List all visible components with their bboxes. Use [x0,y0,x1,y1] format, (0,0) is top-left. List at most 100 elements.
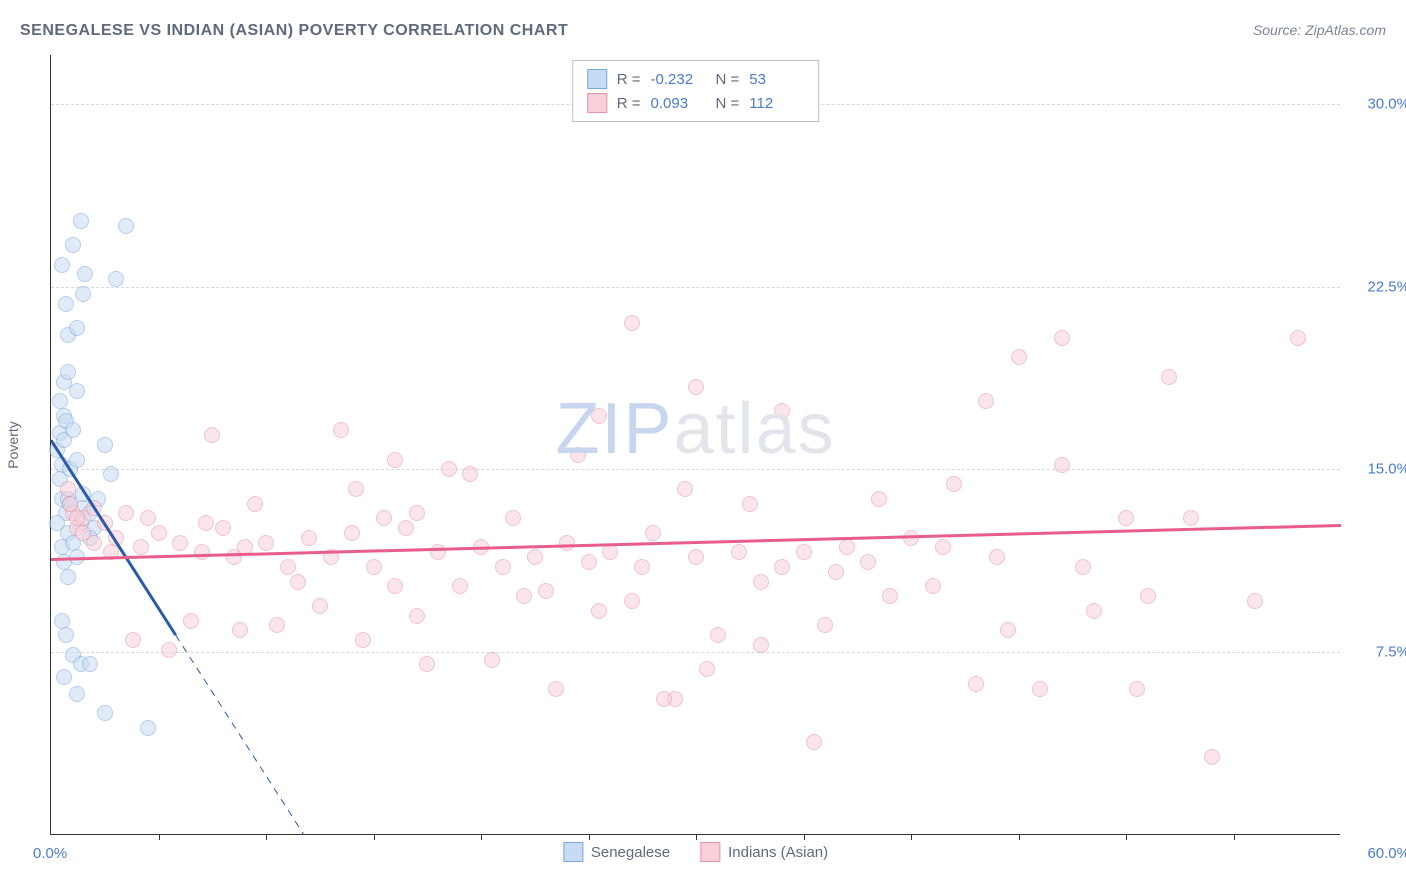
data-point-indians [591,408,607,424]
data-point-indians [161,642,177,658]
y-tick-label: 30.0% [1350,95,1406,112]
data-point-indians [323,549,339,565]
data-point-indians [645,525,661,541]
x-tick-mark [804,834,805,840]
trend-lines [51,55,1341,835]
data-point-senegalese [65,422,81,438]
data-point-indians [1290,330,1306,346]
data-point-indians [903,530,919,546]
data-point-indians [290,574,306,590]
data-point-senegalese [69,320,85,336]
data-point-indians [280,559,296,575]
data-point-indians [194,544,210,560]
data-point-indians [806,734,822,750]
x-tick-mark [1234,834,1235,840]
data-point-senegalese [56,669,72,685]
data-point-indians [172,535,188,551]
data-point-indians [688,379,704,395]
data-point-indians [75,525,91,541]
x-axis-origin: 0.0% [33,845,67,862]
y-tick-label: 7.5% [1350,644,1406,661]
data-point-indians [140,510,156,526]
data-point-indians [473,539,489,555]
data-point-indians [968,676,984,692]
data-point-indians [409,505,425,521]
data-point-indians [989,549,1005,565]
data-point-indians [312,598,328,614]
data-point-senegalese [103,466,119,482]
data-point-indians [204,427,220,443]
data-point-indians [559,535,575,551]
data-point-indians [1086,603,1102,619]
chart-title: SENEGALESE VS INDIAN (ASIAN) POVERTY COR… [20,22,568,40]
data-point-indians [634,559,650,575]
data-point-senegalese [108,271,124,287]
data-point-indians [97,515,113,531]
x-tick-mark [696,834,697,840]
data-point-indians [125,632,141,648]
data-point-indians [376,510,392,526]
data-point-indians [247,496,263,512]
data-point-indians [258,535,274,551]
data-point-senegalese [69,383,85,399]
data-point-indians [1204,749,1220,765]
data-point-indians [462,466,478,482]
data-point-indians [538,583,554,599]
data-point-indians [828,564,844,580]
data-point-senegalese [77,266,93,282]
data-point-indians [570,447,586,463]
data-point-senegalese [58,627,74,643]
data-point-indians [839,539,855,555]
data-point-indians [516,588,532,604]
data-point-indians [731,544,747,560]
data-point-indians [398,520,414,536]
data-point-indians [688,549,704,565]
data-point-indians [118,505,134,521]
data-point-indians [86,500,102,516]
data-point-indians [103,544,119,560]
data-point-senegalese [65,237,81,253]
data-point-indians [774,403,790,419]
data-point-indians [1054,457,1070,473]
data-point-indians [1075,559,1091,575]
data-point-indians [60,481,76,497]
y-tick-label: 15.0% [1350,461,1406,478]
data-point-indians [1032,681,1048,697]
data-point-indians [1129,681,1145,697]
x-tick-mark [911,834,912,840]
data-point-indians [366,559,382,575]
watermark: ZIPatlas [555,388,835,470]
data-point-indians [860,554,876,570]
legend-row-indians: R = 0.093 N = 112 [587,91,805,115]
data-point-indians [548,681,564,697]
data-point-indians [344,525,360,541]
data-point-indians [151,525,167,541]
data-point-indians [1183,510,1199,526]
data-point-indians [882,588,898,604]
data-point-indians [505,510,521,526]
data-point-senegalese [69,549,85,565]
data-point-indians [452,578,468,594]
x-tick-mark [266,834,267,840]
data-point-indians [581,554,597,570]
data-point-senegalese [118,218,134,234]
data-point-senegalese [60,364,76,380]
y-tick-label: 22.5% [1350,278,1406,295]
data-point-indians [624,315,640,331]
data-point-indians [774,559,790,575]
data-point-indians [198,515,214,531]
swatch-indians [587,93,607,113]
data-point-indians [1011,349,1027,365]
data-point-indians [742,496,758,512]
data-point-indians [527,549,543,565]
data-point-indians [495,559,511,575]
legend-item-senegalese: Senegalese [563,842,670,862]
data-point-indians [1161,369,1177,385]
legend-item-indians: Indians (Asian) [700,842,828,862]
data-point-indians [925,578,941,594]
gridline [51,652,1340,653]
data-point-senegalese [140,720,156,736]
legend-row-senegalese: R = -0.232 N = 53 [587,67,805,91]
x-tick-mark [374,834,375,840]
data-point-senegalese [97,705,113,721]
